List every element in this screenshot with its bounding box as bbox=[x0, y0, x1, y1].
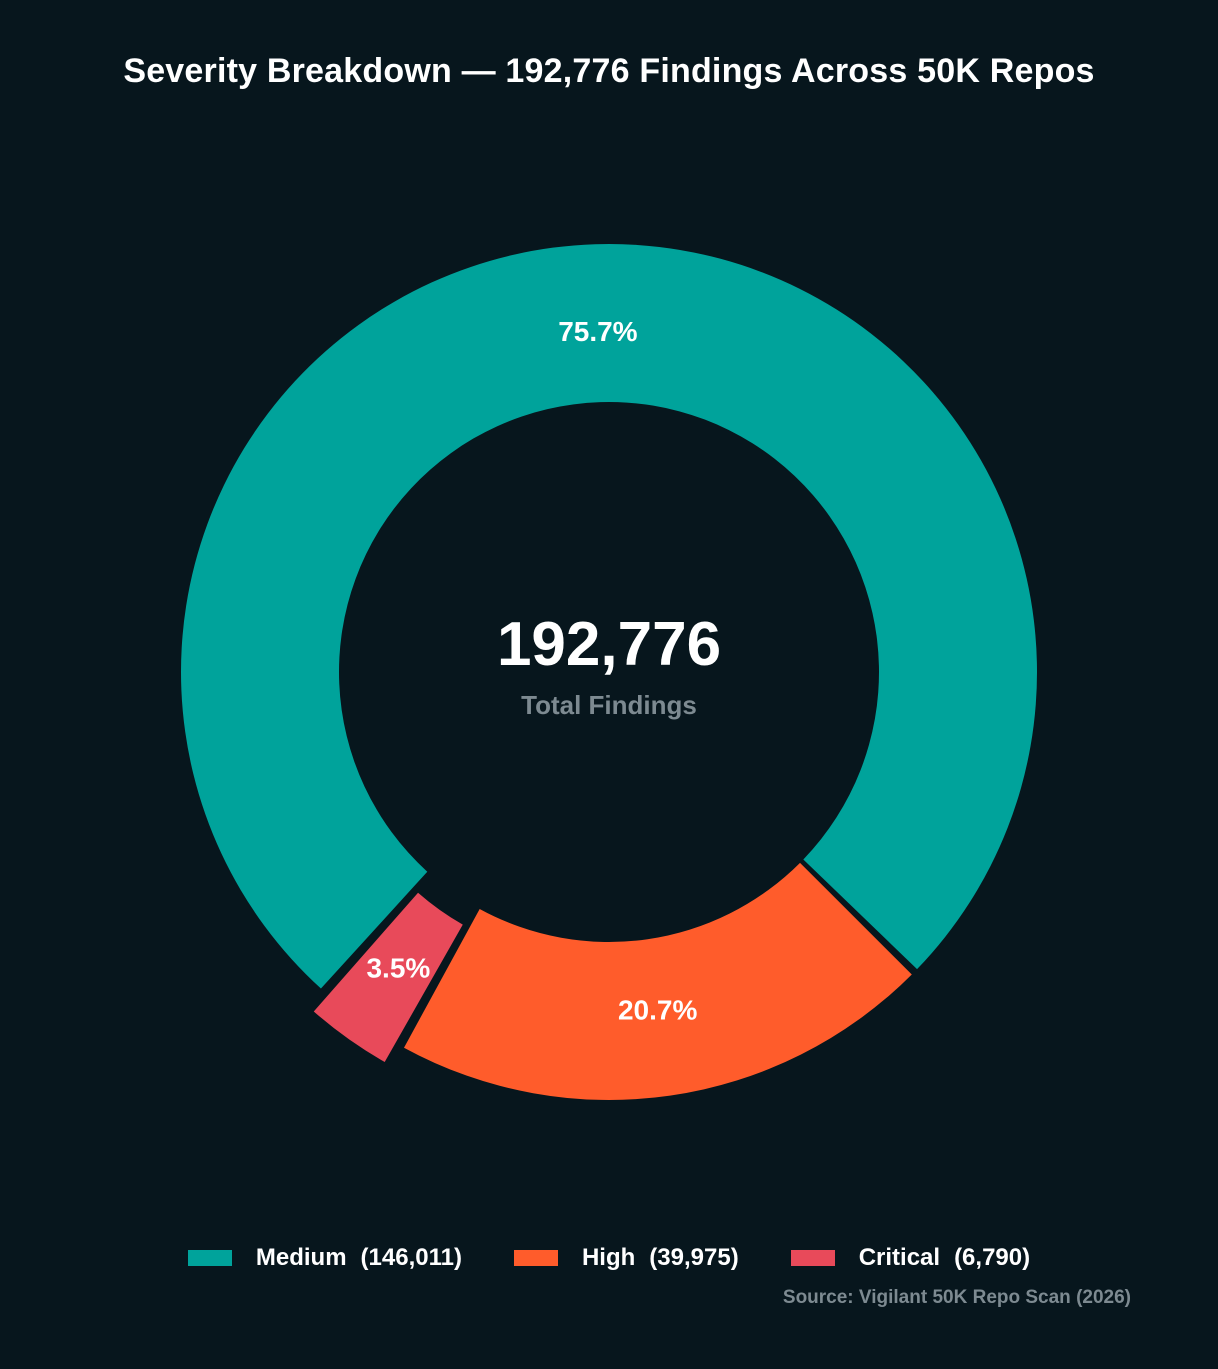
legend-label-medium: Medium bbox=[255, 1244, 347, 1271]
center-total-label: Total Findings bbox=[521, 690, 697, 720]
legend-swatch-high bbox=[513, 1250, 558, 1266]
legend-label-critical: Critical bbox=[858, 1244, 941, 1271]
donut-slice-critical bbox=[313, 892, 463, 1062]
donut-slice-medium bbox=[181, 243, 1037, 989]
chart-title: Severity Breakdown — 192,776 Findings Ac… bbox=[123, 52, 1095, 90]
legend-count-medium: (146,011) bbox=[360, 1244, 462, 1271]
donut-slices bbox=[181, 243, 1037, 1100]
legend-count-high: (39,975) bbox=[649, 1244, 739, 1271]
source-note: Source: Vigilant 50K Repo Scan (2026) bbox=[782, 1287, 1131, 1308]
slice-label-high: 20.7% bbox=[618, 995, 697, 1026]
legend-swatch-critical bbox=[790, 1250, 835, 1266]
slice-label-critical: 3.5% bbox=[366, 953, 430, 984]
slice-label-medium: 75.7% bbox=[558, 316, 637, 347]
center-total-value: 192,776 bbox=[497, 610, 721, 679]
legend: Medium (146,011) High (39,975) Critical … bbox=[0, 1244, 1218, 1272]
legend-item-critical: Critical (6,790) bbox=[790, 1244, 1031, 1272]
legend-item-medium: Medium (146,011) bbox=[187, 1244, 462, 1272]
legend-label-high: High bbox=[581, 1244, 636, 1271]
legend-item-high: High (39,975) bbox=[513, 1244, 739, 1272]
legend-count-critical: (6,790) bbox=[954, 1244, 1031, 1271]
donut-slice-high bbox=[403, 862, 912, 1100]
donut-slice-labels: 75.7% 20.7% 3.5% bbox=[366, 316, 697, 1025]
legend-swatch-medium bbox=[187, 1250, 232, 1266]
